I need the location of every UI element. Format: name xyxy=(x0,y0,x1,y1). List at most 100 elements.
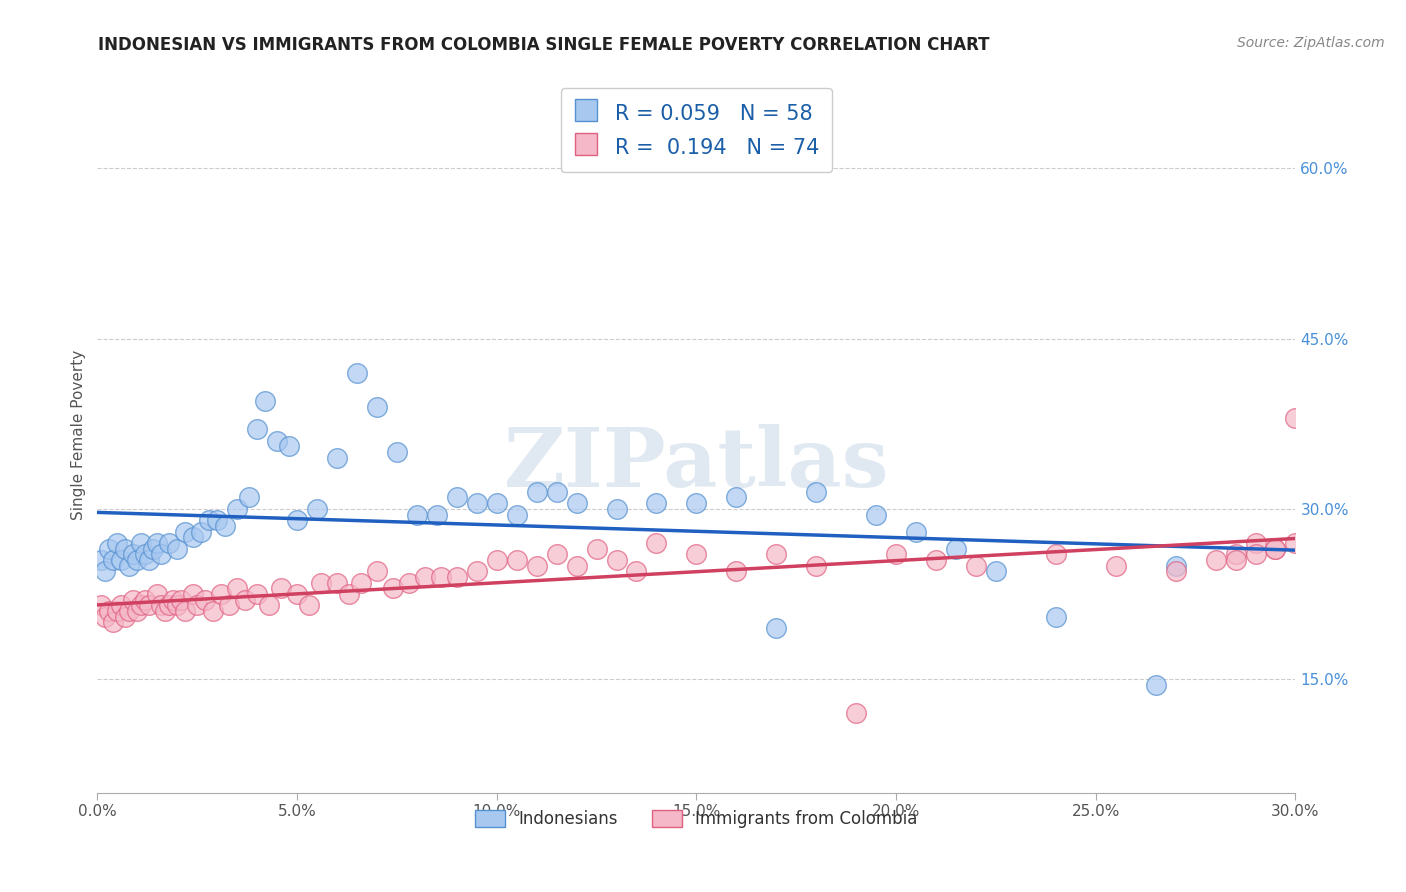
Point xyxy=(526,484,548,499)
Text: ZIPatlas: ZIPatlas xyxy=(503,424,889,504)
Point xyxy=(305,501,328,516)
Point xyxy=(238,491,260,505)
Point xyxy=(1045,547,1067,561)
Point xyxy=(806,558,828,573)
Point xyxy=(405,508,427,522)
Point xyxy=(278,439,301,453)
Point xyxy=(984,564,1007,578)
Point xyxy=(446,491,468,505)
Point xyxy=(94,609,117,624)
Point xyxy=(138,599,160,613)
Point xyxy=(326,575,349,590)
Point xyxy=(366,564,388,578)
Point xyxy=(413,570,436,584)
Point xyxy=(430,570,453,584)
Point xyxy=(202,604,225,618)
Point xyxy=(110,553,132,567)
Point xyxy=(1244,547,1267,561)
Point xyxy=(198,513,221,527)
Point xyxy=(685,496,707,510)
Point xyxy=(1225,547,1247,561)
Point xyxy=(546,547,568,561)
Point xyxy=(1144,678,1167,692)
Point xyxy=(585,541,607,556)
Point xyxy=(129,599,152,613)
Point xyxy=(645,536,668,550)
Point xyxy=(246,422,269,436)
Point xyxy=(98,541,121,556)
Point xyxy=(806,484,828,499)
Point xyxy=(725,564,748,578)
Point xyxy=(546,484,568,499)
Point xyxy=(285,587,308,601)
Point xyxy=(945,541,967,556)
Point xyxy=(209,587,232,601)
Point xyxy=(105,604,128,618)
Point xyxy=(226,501,249,516)
Point xyxy=(246,587,269,601)
Point xyxy=(181,530,204,544)
Point xyxy=(174,524,197,539)
Point xyxy=(285,513,308,527)
Point xyxy=(170,592,193,607)
Point xyxy=(626,564,648,578)
Point xyxy=(138,553,160,567)
Point xyxy=(526,558,548,573)
Point xyxy=(398,575,420,590)
Text: Source: ZipAtlas.com: Source: ZipAtlas.com xyxy=(1237,36,1385,50)
Point xyxy=(1284,411,1306,425)
Point xyxy=(155,604,177,618)
Point xyxy=(385,445,408,459)
Point xyxy=(98,604,121,618)
Point xyxy=(606,553,628,567)
Point xyxy=(110,599,132,613)
Point xyxy=(94,564,117,578)
Point xyxy=(254,394,277,409)
Point xyxy=(845,706,868,721)
Point xyxy=(350,575,373,590)
Point xyxy=(865,508,887,522)
Point xyxy=(1045,609,1067,624)
Point xyxy=(1284,536,1306,550)
Y-axis label: Single Female Poverty: Single Female Poverty xyxy=(72,350,86,520)
Point xyxy=(142,541,165,556)
Point xyxy=(965,558,987,573)
Point xyxy=(90,553,112,567)
Point xyxy=(205,513,228,527)
Point xyxy=(346,366,368,380)
Point xyxy=(381,582,404,596)
Point xyxy=(127,604,149,618)
Point xyxy=(122,547,145,561)
Point xyxy=(1205,553,1227,567)
Point xyxy=(129,536,152,550)
Point xyxy=(166,541,188,556)
Point xyxy=(337,587,360,601)
Point xyxy=(565,558,588,573)
Point xyxy=(326,450,349,465)
Point xyxy=(1244,536,1267,550)
Point xyxy=(1164,564,1187,578)
Point xyxy=(114,609,136,624)
Point xyxy=(190,524,212,539)
Point xyxy=(266,434,288,448)
Point xyxy=(90,599,112,613)
Point xyxy=(565,496,588,510)
Point xyxy=(426,508,449,522)
Point xyxy=(298,599,321,613)
Point xyxy=(218,599,240,613)
Point xyxy=(645,496,668,510)
Point xyxy=(1225,553,1247,567)
Point xyxy=(181,587,204,601)
Point xyxy=(118,604,141,618)
Point xyxy=(905,524,928,539)
Point xyxy=(157,536,180,550)
Point xyxy=(485,553,508,567)
Text: INDONESIAN VS IMMIGRANTS FROM COLOMBIA SINGLE FEMALE POVERTY CORRELATION CHART: INDONESIAN VS IMMIGRANTS FROM COLOMBIA S… xyxy=(98,36,990,54)
Point xyxy=(765,621,787,635)
Point xyxy=(505,508,527,522)
Point xyxy=(157,599,180,613)
Point xyxy=(505,553,527,567)
Point xyxy=(150,547,173,561)
Point xyxy=(146,587,169,601)
Point xyxy=(1264,541,1286,556)
